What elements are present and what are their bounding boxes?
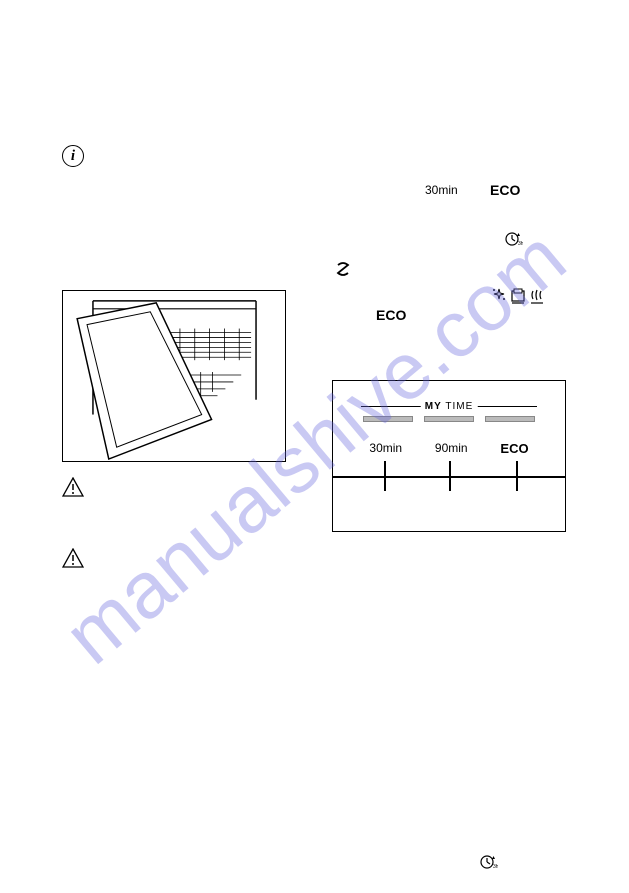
time-labels-row: 30min 90min ECO [333, 441, 565, 456]
caution-icon [62, 477, 84, 497]
my-label: MY [425, 401, 442, 412]
dishwasher-door-diagram [62, 290, 286, 462]
delay-clock-icon: 3h [480, 855, 498, 875]
label-eco: ECO [500, 441, 528, 456]
time-label: TIME [445, 401, 473, 412]
delay-clock-icon: 3h [505, 232, 523, 252]
my-time-brand-label: MY TIME [421, 401, 478, 412]
dry-heat-icon [529, 287, 545, 305]
my-time-control-panel: MY TIME 30min 90min ECO [332, 380, 566, 532]
label-90min: 90min [435, 441, 468, 456]
duration-30min-label: 30min [425, 183, 458, 197]
touch-bars-row [333, 416, 565, 422]
info-glyph: i [71, 148, 75, 165]
dish-set-icon [510, 287, 526, 305]
eco-label-mid: ECO [376, 307, 406, 323]
svg-text:3h: 3h [518, 241, 523, 247]
eco-label-top: ECO [490, 182, 520, 198]
label-30min: 30min [369, 441, 402, 456]
caution-icon [62, 548, 84, 568]
extras-icons [491, 287, 545, 305]
svg-text:3h: 3h [493, 864, 498, 870]
rinse-sparkle-icon [491, 287, 507, 305]
touch-bar-90min[interactable] [424, 416, 474, 422]
panel-divider [333, 476, 565, 478]
touch-bar-30min[interactable] [363, 416, 413, 422]
info-icon: i [62, 145, 84, 167]
touch-bar-eco[interactable] [485, 416, 535, 422]
airdry-s-icon [336, 261, 350, 282]
